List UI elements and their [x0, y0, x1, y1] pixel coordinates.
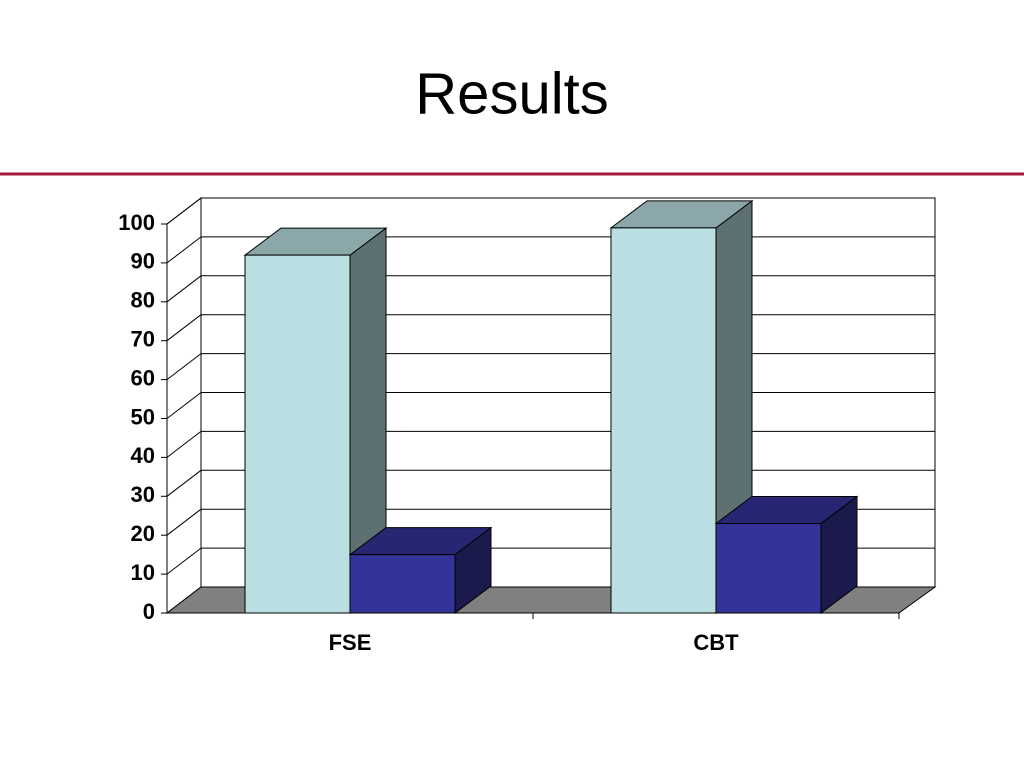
chart-title: Results [415, 61, 608, 126]
grid-line [166, 197, 202, 225]
x-tick-label: CBT [693, 630, 739, 655]
grid-line [166, 469, 202, 497]
bar [715, 523, 822, 614]
y-tick-label: 40 [131, 443, 155, 468]
x-tick-label: FSE [329, 630, 372, 655]
bar [610, 227, 717, 614]
y-tick-label: 30 [131, 482, 155, 507]
grid-line [166, 547, 202, 575]
y-tick-label: 50 [131, 404, 155, 429]
grid-line [166, 353, 202, 380]
bar [349, 554, 456, 614]
grid-line [166, 508, 202, 536]
grid-line [166, 236, 202, 264]
y-tick-label: 80 [131, 288, 155, 313]
y-tick-label: 70 [131, 327, 155, 352]
y-tick-label: 100 [118, 210, 155, 235]
y-tick-label: 90 [131, 249, 155, 274]
grid-line [166, 392, 202, 419]
grid-line [166, 275, 202, 303]
y-tick-label: 10 [131, 560, 155, 585]
bar [244, 254, 351, 614]
y-tick-label: 20 [131, 521, 155, 546]
grid-line [166, 314, 202, 342]
grid-line [166, 431, 202, 458]
y-tick-label: 60 [131, 365, 155, 390]
y-tick-label: 0 [143, 599, 155, 624]
